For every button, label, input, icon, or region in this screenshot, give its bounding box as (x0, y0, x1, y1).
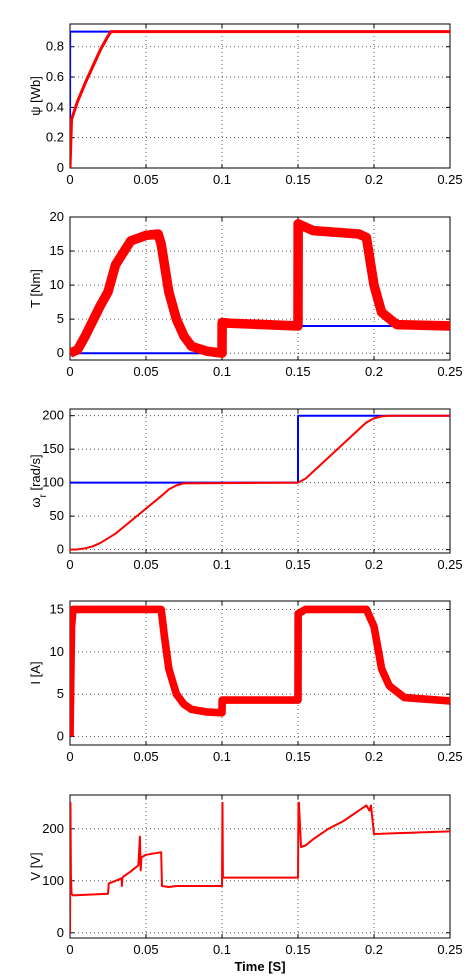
x-tick-label: 0.25 (437, 557, 462, 572)
plot-area (69, 23, 451, 169)
y-tick-label: 15 (50, 601, 64, 616)
response-series-line (70, 801, 450, 933)
y-axis-label: I [A] (28, 661, 43, 684)
y-tick-label: 10 (50, 277, 64, 292)
x-tick-label: 0.15 (285, 942, 310, 957)
x-tick-label: 0.05 (133, 172, 158, 187)
y-tick-label: 50 (50, 508, 64, 523)
y-tick-label: 0.8 (46, 39, 64, 54)
panel-1: 0 0.05 0.1 0.15 0.2 0.25 0 0.2 0.4 0.6 0.8 ψ [Wb] (28, 23, 463, 187)
x-tick-label: 0.05 (133, 749, 158, 764)
y-tick-label: 0 (57, 925, 64, 940)
y-tick-label: 20 (50, 209, 64, 224)
plot-area (69, 794, 451, 939)
response-series-line (70, 414, 450, 551)
x-tick-label: 0.25 (437, 749, 462, 764)
y-tick-label: 0 (57, 345, 64, 360)
y-tick-label: 0 (57, 160, 64, 175)
plot-area (69, 408, 451, 554)
x-tick-label: 0.15 (285, 557, 310, 572)
y-tick-label: 150 (42, 441, 64, 456)
x-tick-label: 0 (66, 364, 73, 379)
x-tick-label: 0 (66, 172, 73, 187)
x-tick-label: 0.1 (213, 364, 231, 379)
x-tick-label: 0.1 (213, 557, 231, 572)
y-axis-label: ψ [Wb] (28, 76, 43, 116)
x-tick-label: 0.2 (365, 942, 383, 957)
y-axis-label: T [Nm] (28, 269, 43, 308)
y-tick-label: 200 (42, 408, 64, 423)
response-series-line (70, 605, 450, 737)
panel-2: 0 0.05 0.1 0.15 0.2 0.25 0 5 10 15 20 T [Nm] (28, 209, 463, 379)
x-tick-label: 0.15 (285, 364, 310, 379)
y-axis-label: ωr [rad/s] (28, 454, 49, 507)
x-axis-label: Time [S] (234, 959, 285, 974)
x-tick-label: 0.1 (213, 749, 231, 764)
y-axis-label: V [V] (28, 852, 43, 880)
plot-area (69, 600, 451, 746)
y-tick-label: 0.4 (46, 99, 64, 114)
x-tick-label: 0.2 (365, 749, 383, 764)
x-tick-label: 0.1 (213, 942, 231, 957)
y-tick-label: 0 (57, 542, 64, 557)
x-tick-label: 0.15 (285, 749, 310, 764)
x-tick-label: 0.15 (285, 172, 310, 187)
y-tick-label: 5 (57, 686, 64, 701)
x-tick-label: 0.25 (437, 364, 462, 379)
y-tick-label: 10 (50, 644, 64, 659)
panel-4: 0 0.05 0.1 0.15 0.2 0.25 0 5 10 15 I [A] (28, 600, 463, 764)
x-tick-label: 0.25 (437, 942, 462, 957)
x-tick-label: 0.05 (133, 942, 158, 957)
x-tick-label: 0.05 (133, 557, 158, 572)
response-series-line (70, 30, 450, 168)
x-tick-label: 0.2 (365, 172, 383, 187)
x-tick-label: 0 (66, 749, 73, 764)
y-tick-label: 15 (50, 243, 64, 258)
y-tick-label: 100 (42, 475, 64, 490)
panel-5: 0 0.05 0.1 0.15 0.2 0.25 0 100 200 V [V] Time [S] (28, 794, 463, 974)
x-tick-label: 0 (66, 557, 73, 572)
response-series-line (70, 219, 450, 358)
panel-3: 0 0.05 0.1 0.15 0.2 0.25 0 50 100 150 200 ωr [rad/s… (28, 408, 463, 572)
x-tick-label: 0.2 (365, 557, 383, 572)
y-tick-label: 0.2 (46, 130, 64, 145)
x-tick-label: 0.2 (365, 364, 383, 379)
y-tick-label: 0 (57, 729, 64, 744)
x-tick-label: 0.25 (437, 172, 462, 187)
x-tick-label: 0 (66, 942, 73, 957)
y-tick-label: 200 (42, 821, 64, 836)
y-tick-label: 5 (57, 311, 64, 326)
x-tick-label: 0.05 (133, 364, 158, 379)
x-tick-label: 0.1 (213, 172, 231, 187)
y-tick-label: 100 (42, 873, 64, 888)
y-tick-label: 0.6 (46, 69, 64, 84)
